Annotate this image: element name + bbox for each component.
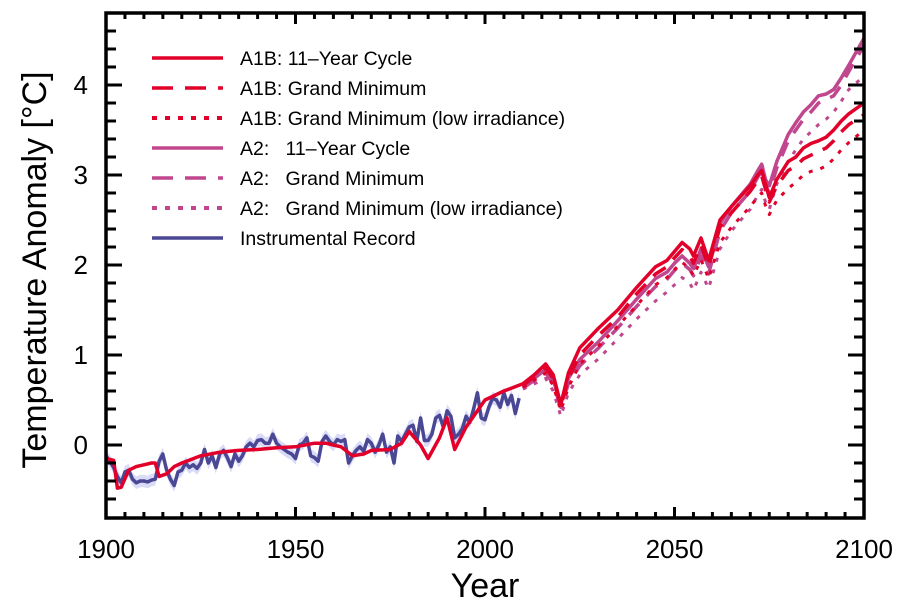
series-line-a2-11-year-cycle xyxy=(521,37,866,406)
legend-label: A1B: Grand Minimum xyxy=(240,78,426,100)
legend-label: A1B: Grand Minimum (low irradiance) xyxy=(240,108,565,130)
y-tick-label: 3 xyxy=(74,160,88,190)
legend-item-a1b-grand-minimum: A1B: Grand Minimum xyxy=(152,78,426,100)
legend-label: A2: Grand Minimum xyxy=(240,168,424,190)
x-tick-label: 2050 xyxy=(646,534,704,564)
x-tick-labels: 1900 1950 2000 2050 2100 xyxy=(77,534,893,564)
y-axis-title: Temperature Anomaly [°C] xyxy=(16,71,54,468)
x-tick-label: 1900 xyxy=(77,534,135,564)
legend-label: A2: Grand Minimum (low irradiance) xyxy=(240,198,563,220)
x-axis-title: Year xyxy=(451,567,520,605)
y-tick-label: 1 xyxy=(74,340,88,370)
legend: A1B: 11–Year Cycle A1B: Grand Minimum A1B:… xyxy=(152,48,565,250)
x-tick-label: 2000 xyxy=(456,534,514,564)
y-tick-labels: 0 1 2 3 4 xyxy=(74,70,88,460)
x-tick-label: 1950 xyxy=(267,534,325,564)
legend-label: A1B: 11–Year Cycle xyxy=(240,48,412,70)
y-tick-label: 2 xyxy=(74,250,88,280)
y-tick-label: 4 xyxy=(74,70,88,100)
legend-item-a2-grand-minimum: A2: Grand Minimum xyxy=(152,168,424,190)
series-line-a2-grand-minimum-low-irradiance xyxy=(522,74,865,418)
legend-item-instrumental-record: Instrumental Record xyxy=(152,228,416,250)
legend-item-a1b-11-year-cycle: A1B: 11–Year Cycle xyxy=(152,48,412,70)
x-tick-label: 2100 xyxy=(835,534,893,564)
legend-item-a1b-grand-minimum-low-irradiance: A1B: Grand Minimum (low irradiance) xyxy=(152,108,565,130)
series-line-a2-grand-minimum xyxy=(521,44,866,409)
legend-label: A2: 11–Year Cycle xyxy=(240,138,410,160)
series-line-a1b-grand-minimum xyxy=(521,113,865,409)
legend-item-a2-grand-minimum-low-irradiance: A2: Grand Minimum (low irradiance) xyxy=(152,198,563,220)
series-line-a1b-11-year-cycle xyxy=(105,101,866,490)
instrumental-uncertainty-band xyxy=(106,386,520,492)
axis-ticks xyxy=(104,13,866,518)
y-tick-label: 0 xyxy=(74,430,88,460)
series-line-instrumental-record xyxy=(104,391,521,488)
legend-label: Instrumental Record xyxy=(240,228,416,250)
series-layer xyxy=(104,37,866,490)
series-line-a1b-grand-minimum-low-irradiance xyxy=(522,128,865,413)
legend-item-a2-11-year-cycle: A2: 11–Year Cycle xyxy=(152,138,410,160)
instrumental-band-area xyxy=(106,386,520,492)
